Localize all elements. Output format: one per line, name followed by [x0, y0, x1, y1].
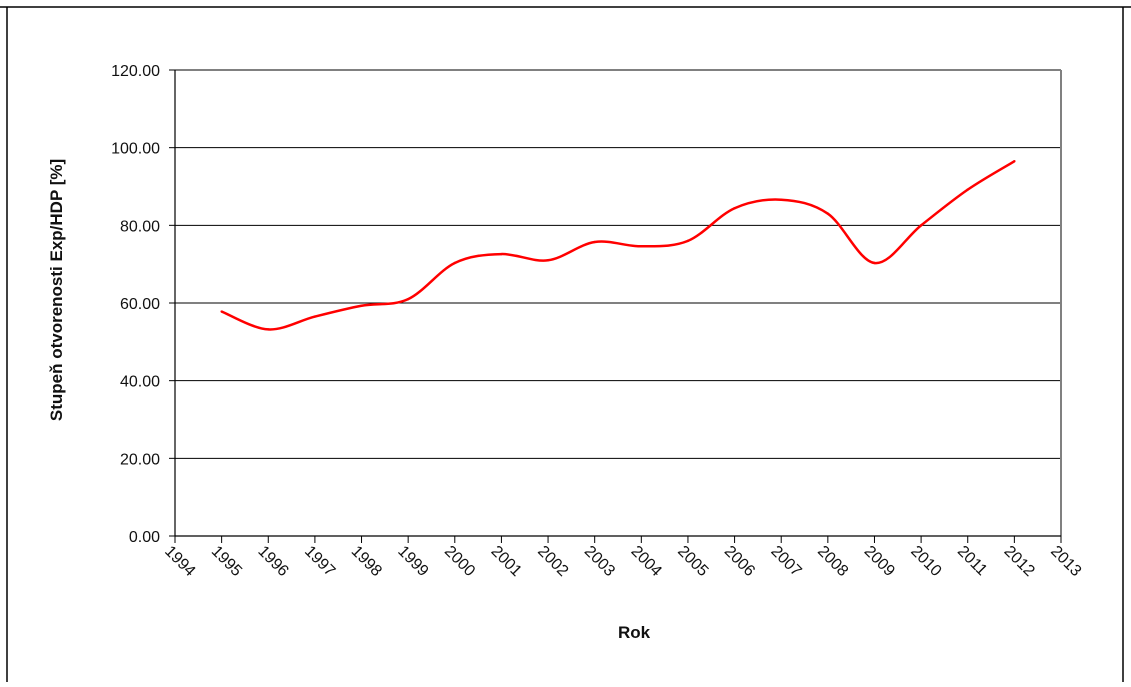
x-tick-label: 1998 [348, 543, 385, 580]
data-point [780, 198, 783, 201]
x-tick-label: 2008 [814, 543, 851, 580]
data-point [267, 328, 270, 331]
x-tick-label: 2012 [1001, 543, 1038, 580]
data-point [406, 297, 410, 301]
data-point [733, 207, 736, 210]
axes [169, 69, 1062, 543]
x-tick-label: 2001 [488, 543, 525, 580]
gridlines [175, 69, 1061, 459]
data-point [313, 315, 317, 318]
x-tick-labels: 1994 1995 1996 1997 1998 1999 2000 2001 2002 2003… [161, 543, 1084, 580]
x-tick-label: 2006 [721, 543, 758, 580]
x-tick-label: 1995 [208, 543, 245, 580]
y-tick-label: 20.00 [120, 451, 160, 468]
x-tick-label: 2011 [954, 543, 990, 579]
x-tick-label: 2009 [861, 543, 898, 580]
x-tick-label: 1997 [301, 543, 338, 580]
series-lines [220, 160, 1016, 331]
x-tick-label: 2002 [534, 543, 571, 580]
data-point [500, 252, 503, 256]
data-point [919, 224, 923, 227]
series-line [221, 160, 1016, 331]
data-point [360, 304, 363, 307]
x-tick-label: 2005 [674, 543, 711, 580]
y-tick-labels: 0.00 20.00 40.00 60.00 80.00 100.00 120.00 [111, 63, 160, 546]
y-tick-label: 120.00 [111, 63, 160, 80]
x-tick-label: 1999 [394, 543, 431, 580]
x-tick-label: 2007 [767, 543, 804, 580]
x-axis-title: Rok [618, 623, 651, 642]
data-point [873, 261, 876, 265]
data-point [593, 240, 596, 244]
y-tick-label: 40.00 [120, 374, 160, 391]
data-point [1013, 160, 1016, 163]
data-point [453, 261, 456, 265]
y-tick-label: 80.00 [120, 218, 160, 235]
x-tick-label: 2010 [907, 543, 944, 580]
x-tick-label: 2004 [627, 543, 664, 580]
x-tick-label: 1996 [254, 543, 291, 580]
y-tick-label: 0.00 [129, 529, 160, 546]
x-tick-label: 2013 [1047, 543, 1084, 580]
x-tick-label: 2000 [441, 543, 478, 580]
data-point [966, 188, 969, 191]
data-point [686, 239, 690, 243]
data-point [640, 245, 643, 248]
x-tick-label: 1994 [161, 543, 198, 580]
data-point [220, 310, 223, 313]
x-tick-label: 2003 [581, 543, 618, 580]
y-axis-title: Stupeň otvorenosti Exp/HDP [%] [47, 159, 66, 421]
data-point [546, 259, 550, 262]
y-tick-label: 100.00 [111, 141, 160, 158]
data-point [826, 212, 830, 215]
y-tick-label: 60.00 [120, 296, 160, 313]
